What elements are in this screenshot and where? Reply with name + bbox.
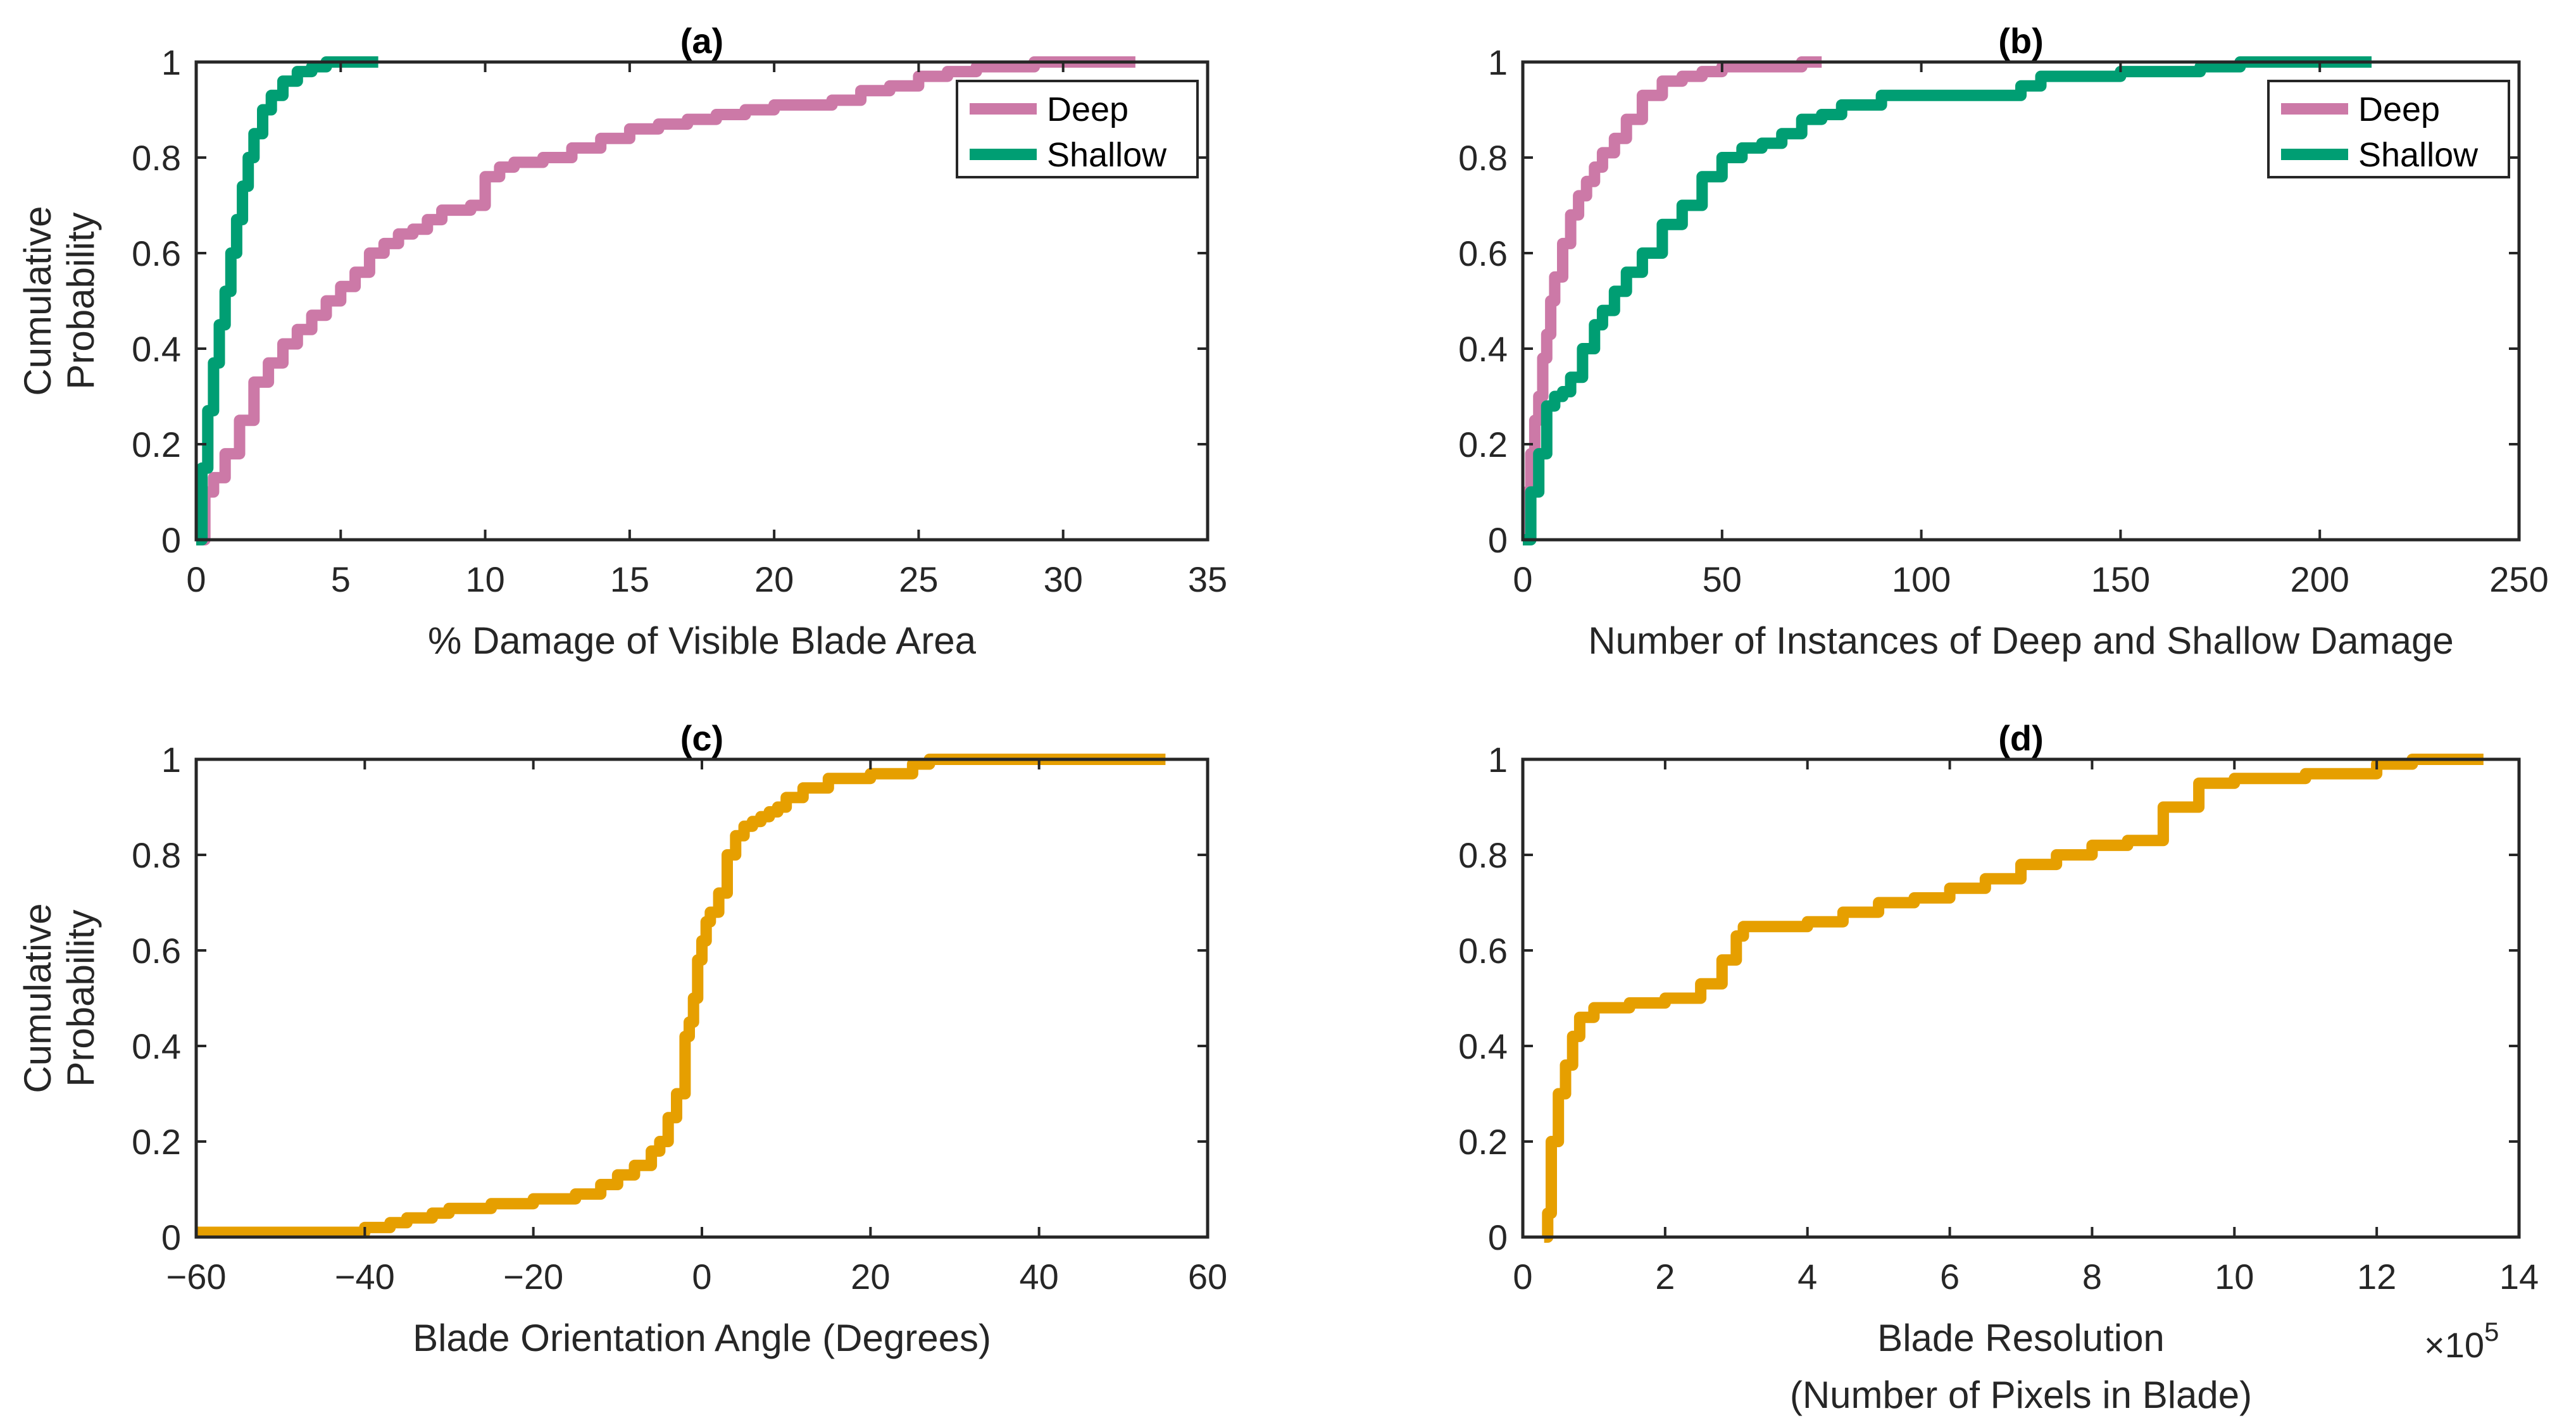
x-multiplier-exponent: 5 xyxy=(2484,1317,2499,1347)
series-line-blade-orientation xyxy=(196,754,1166,1238)
panel-title: (a) xyxy=(680,21,723,61)
x-axis-label: Blade Resolution xyxy=(1877,1317,2165,1359)
legend: Deep Shallow xyxy=(956,80,1199,178)
y-tick-label: 1 xyxy=(161,740,181,780)
y-tick-label: 0.2 xyxy=(1458,425,1508,464)
x-tick-label: 60 xyxy=(1188,1257,1227,1297)
legend-label: Deep xyxy=(2358,90,2440,128)
x-tick-label: 2 xyxy=(1655,1257,1675,1297)
x-axis-label: (Number of Pixels in Blade) xyxy=(1790,1374,2252,1416)
series-group xyxy=(1523,56,2372,545)
x-tick-label: 35 xyxy=(1188,559,1227,599)
y-axis-label: Cumulative xyxy=(16,206,59,395)
y-tick-label: 0.6 xyxy=(1458,931,1508,971)
y-tick-label: 0.4 xyxy=(1458,329,1508,369)
x-tick-label: 14 xyxy=(2499,1257,2539,1297)
x-tick-label: −40 xyxy=(335,1257,395,1297)
y-tick-label: 0.2 xyxy=(1458,1122,1508,1162)
y-tick-label: 0.8 xyxy=(132,138,181,178)
y-tick-label: 0.8 xyxy=(132,835,181,875)
y-tick-label: 0.8 xyxy=(1458,835,1508,875)
y-tick-label: 0 xyxy=(1488,1217,1508,1257)
x-tick-label: 0 xyxy=(1513,559,1532,599)
x-tick-label: 0 xyxy=(692,1257,711,1297)
panel-c: −60 −40 −20 0 20 40 60 0 0.2 0.4 0.6 0.8 1 (c) Blade O… xyxy=(16,718,1227,1359)
y-tick-label: 0 xyxy=(161,1217,181,1257)
x-tick-label: 150 xyxy=(2091,559,2150,599)
panel-title: (b) xyxy=(1998,21,2044,61)
y-tick-label: 0.8 xyxy=(1458,138,1508,178)
y-axis-label: Probability xyxy=(59,212,102,389)
x-tick-label: 12 xyxy=(2357,1257,2396,1297)
plot-frame xyxy=(1521,60,2521,542)
y-tick-label: 1 xyxy=(161,42,181,82)
x-axis-label: % Damage of Visible Blade Area xyxy=(428,619,977,662)
x-tick-label: 10 xyxy=(465,559,504,599)
legend: Deep Shallow xyxy=(2267,80,2510,178)
plot-frame xyxy=(1521,757,2521,1239)
x-tick-label: 30 xyxy=(1044,559,1083,599)
series-line-deep xyxy=(1523,56,1822,545)
y-tick-label: 0.4 xyxy=(132,1026,181,1066)
series-group xyxy=(196,56,1135,545)
x-multiplier-base: ×10 xyxy=(2424,1325,2484,1365)
series-line-deep xyxy=(196,56,1135,545)
y-tick-label: 0.2 xyxy=(132,425,181,464)
panel-title: (d) xyxy=(1998,718,2044,758)
x-axis-label: Number of Instances of Deep and Shallow … xyxy=(1588,619,2453,662)
x-tick-label: 5 xyxy=(331,559,351,599)
y-tick-label: 0 xyxy=(1488,520,1508,560)
x-tick-label: 100 xyxy=(1892,559,1951,599)
x-tick-label: 6 xyxy=(1940,1257,1960,1297)
x-multiplier: ×105 xyxy=(2424,1317,2499,1365)
series-group xyxy=(1542,754,2484,1243)
y-tick-label: 0.4 xyxy=(1458,1026,1508,1066)
x-tick-label: 50 xyxy=(1703,559,1742,599)
y-tick-label: 0.6 xyxy=(132,233,181,273)
x-tick-label: 4 xyxy=(1798,1257,1817,1297)
x-tick-label: 10 xyxy=(2215,1257,2254,1297)
legend-label: Deep xyxy=(1047,90,1129,128)
y-tick-label: 0.6 xyxy=(1458,233,1508,273)
x-tick-label: 250 xyxy=(2489,559,2548,599)
legend-box xyxy=(2267,80,2510,178)
x-tick-label: 40 xyxy=(1020,1257,1059,1297)
y-tick-label: 0 xyxy=(161,520,181,560)
x-tick-label: −60 xyxy=(166,1257,227,1297)
panel-b: 0 50 100 150 200 250 0 0.2 0.4 0.6 0.8 1 (b) Number o… xyxy=(1458,21,2549,662)
series-group xyxy=(196,754,1166,1238)
x-tick-label: 0 xyxy=(186,559,206,599)
series-line-shallow xyxy=(1523,56,2372,545)
x-axis-label: Blade Orientation Angle (Degrees) xyxy=(413,1317,991,1359)
y-tick-label: 1 xyxy=(1488,42,1508,82)
x-tick-label: 20 xyxy=(851,1257,890,1297)
y-tick-label: 0.2 xyxy=(132,1122,181,1162)
y-tick-label: 0.4 xyxy=(132,329,181,369)
series-line-shallow xyxy=(196,56,378,545)
x-tick-label: 8 xyxy=(2082,1257,2102,1297)
x-tick-label: 0 xyxy=(1513,1257,1532,1297)
x-tick-label: 25 xyxy=(899,559,938,599)
panel-title: (c) xyxy=(680,718,723,758)
y-tick-label: 1 xyxy=(1488,740,1508,780)
x-tick-label: 20 xyxy=(754,559,794,599)
panel-a: 0 5 10 15 20 25 30 35 0 0.2 0.4 0.6 0.8 1 (a) % Damage … xyxy=(16,21,1227,662)
legend-label: Shallow xyxy=(1047,136,1167,174)
plot-frame xyxy=(194,60,1210,542)
panel-d: 0 2 4 6 8 10 12 14 0 0.2 0.4 0.6 0.8 1 (d) Blade Resolu… xyxy=(1458,718,2539,1416)
series-line-blade-resolution xyxy=(1542,754,2484,1243)
x-tick-label: 15 xyxy=(610,559,649,599)
x-tick-label: 200 xyxy=(2290,559,2349,599)
y-tick-label: 0.6 xyxy=(132,931,181,971)
y-axis-label: Probability xyxy=(59,909,102,1086)
x-tick-label: −20 xyxy=(503,1257,563,1297)
legend-label: Shallow xyxy=(2358,136,2479,174)
y-axis-label: Cumulative xyxy=(16,903,59,1093)
legend-box xyxy=(956,80,1199,178)
